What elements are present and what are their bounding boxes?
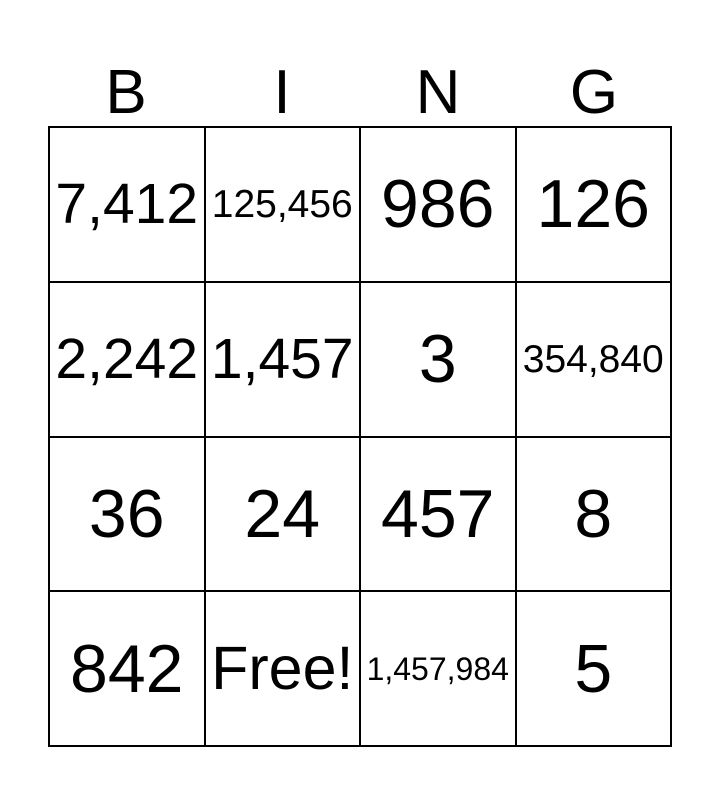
bingo-cell[interactable]: 7,412 — [50, 128, 204, 281]
bingo-cell[interactable]: 125,456 — [205, 128, 359, 281]
cell-value: 8 — [574, 475, 613, 552]
cell-value: 842 — [70, 630, 184, 707]
cell-value: 986 — [381, 166, 495, 243]
header-letter-n: N — [415, 58, 461, 127]
cell-value: 457 — [381, 475, 495, 552]
bingo-cell[interactable]: 354,840 — [516, 282, 670, 436]
cell-value: 3 — [418, 321, 457, 398]
header-letter-i: I — [273, 58, 291, 127]
cell-value: 36 — [88, 475, 165, 552]
bingo-cell[interactable]: 1,457 — [205, 282, 359, 436]
cell-value: 354,840 — [522, 337, 664, 381]
bingo-cell[interactable]: 986 — [361, 128, 515, 281]
bingo-cell[interactable]: 2,242 — [50, 282, 204, 436]
bingo-cell[interactable]: 36 — [50, 437, 204, 591]
bingo-card: B I N G 7,412 125,456 986 126 2,242 1,45… — [48, 0, 672, 747]
cell-value: 126 — [536, 166, 650, 243]
cell-value: 1,457,984 — [366, 650, 509, 687]
cell-value: Free! — [211, 634, 354, 703]
cell-value: 125,456 — [211, 182, 353, 226]
bingo-cell-free[interactable]: Free! — [205, 592, 359, 745]
bingo-cell[interactable]: 8 — [516, 437, 670, 591]
bingo-grid: 7,412 125,456 986 126 2,242 1,457 3 354,… — [48, 126, 672, 747]
bingo-cell[interactable]: 842 — [50, 592, 204, 745]
bingo-cell[interactable]: 126 — [516, 128, 670, 281]
bingo-cell[interactable]: 24 — [205, 437, 359, 591]
cell-value: 2,242 — [55, 326, 199, 391]
cell-value: 1,457 — [210, 326, 354, 391]
bingo-header: B I N G — [48, 0, 672, 126]
cell-value: 5 — [574, 630, 613, 707]
bingo-cell[interactable]: 3 — [361, 282, 515, 436]
bingo-cell[interactable]: 457 — [361, 437, 515, 591]
header-letter-b: B — [105, 58, 147, 127]
bingo-cell[interactable]: 5 — [516, 592, 670, 745]
cell-value: 24 — [244, 475, 321, 552]
cell-value: 7,412 — [55, 171, 199, 236]
header-letter-g: G — [569, 58, 619, 127]
bingo-cell[interactable]: 1,457,984 — [361, 592, 515, 745]
